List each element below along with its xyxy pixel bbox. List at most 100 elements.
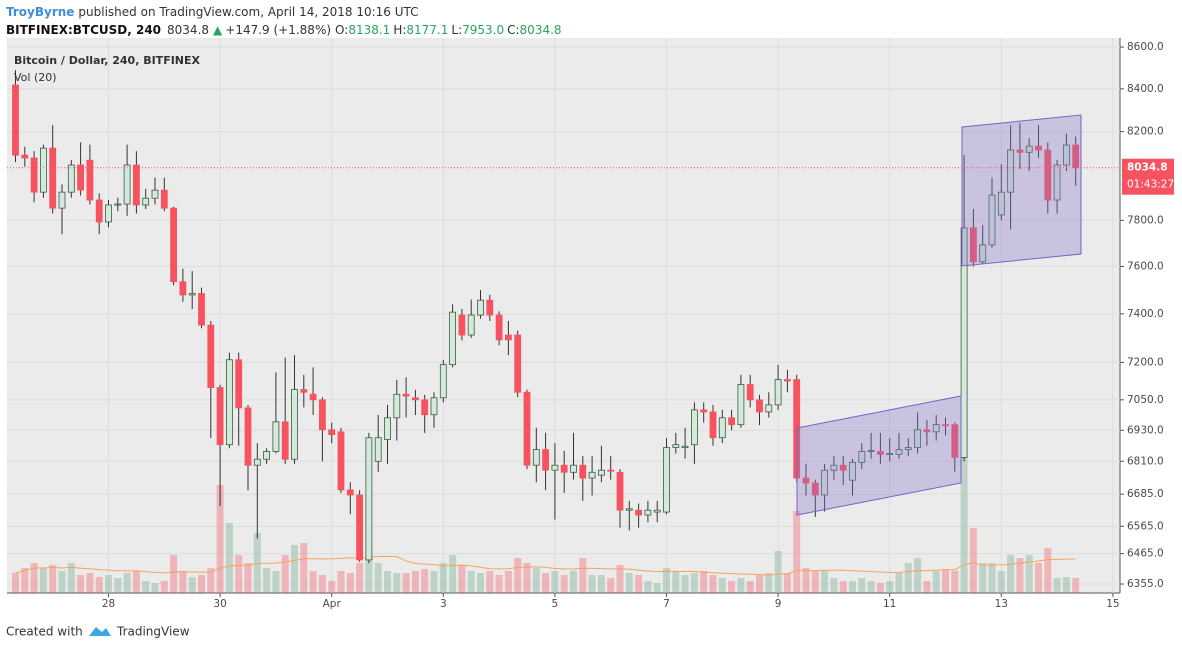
author[interactable]: TroyByrne xyxy=(6,5,74,19)
candle-body xyxy=(132,164,140,206)
volume-bar xyxy=(886,581,894,593)
candle-body xyxy=(160,189,168,209)
volume-bar xyxy=(625,573,633,593)
volume-bar xyxy=(942,569,949,593)
candle-body xyxy=(867,449,875,452)
candle-body xyxy=(672,444,680,448)
volume-bar xyxy=(1053,578,1061,593)
volume-bar xyxy=(672,571,680,593)
candle-body xyxy=(737,384,745,426)
y-tick-label: 8600.0 xyxy=(1127,41,1164,53)
candle-body xyxy=(625,508,633,511)
price-axis xyxy=(1120,38,1182,593)
volume-bar xyxy=(867,581,875,593)
volume-bar xyxy=(393,573,401,593)
candle-layer xyxy=(12,70,1080,564)
candle-body xyxy=(467,314,475,336)
volume-bar xyxy=(244,563,252,593)
candle-body xyxy=(774,379,782,406)
candle-body xyxy=(1007,149,1014,193)
volume-bar xyxy=(253,533,261,593)
candle-body xyxy=(839,464,847,471)
candle-body xyxy=(523,391,531,466)
y-tick-label: 7400.0 xyxy=(1127,308,1164,320)
candle-body xyxy=(337,431,345,491)
candle-body xyxy=(458,314,466,336)
channel-drawing[interactable] xyxy=(796,395,962,516)
volume-bar xyxy=(132,571,140,593)
volume-bar xyxy=(374,563,382,593)
candle-body xyxy=(300,389,308,393)
volume-bar xyxy=(1044,548,1052,593)
candle-body xyxy=(207,324,215,388)
candle-body xyxy=(756,399,763,413)
candle-body xyxy=(77,164,84,191)
volume-bar xyxy=(1062,577,1070,593)
volume-bar xyxy=(932,571,940,593)
volume-bar xyxy=(402,573,410,593)
volume-bar xyxy=(802,568,810,593)
volume-bar xyxy=(523,563,531,593)
o-label: O: xyxy=(335,23,348,37)
last: 8034.8 xyxy=(167,23,209,37)
symbol: BITFINEX:BTCUSD, 240 xyxy=(6,23,161,37)
volume-bar xyxy=(449,555,457,593)
volume-bar xyxy=(365,551,373,593)
y-tick-label: 7800.0 xyxy=(1127,214,1164,226)
candle-body xyxy=(1053,164,1061,201)
volume-bar xyxy=(356,563,364,593)
c-label: C: xyxy=(507,23,519,37)
volume-bar xyxy=(588,575,596,593)
candle-body xyxy=(1025,145,1033,153)
candle-body xyxy=(588,471,596,479)
volume-bar xyxy=(291,545,298,593)
volume-bar xyxy=(1025,555,1033,593)
candle-body xyxy=(960,227,968,458)
candle-body xyxy=(653,509,661,513)
candle-body xyxy=(142,197,150,206)
volume-bar xyxy=(198,575,205,593)
y-tick-label: 7050.0 xyxy=(1127,394,1164,406)
candle-body xyxy=(151,189,159,199)
candle-body xyxy=(235,359,243,409)
brand-logo[interactable] xyxy=(89,627,111,636)
volume-bar xyxy=(551,571,559,593)
volume-layer xyxy=(12,456,1080,593)
x-tick-label: 5 xyxy=(552,598,559,610)
candle-body xyxy=(263,451,271,460)
y-tick-label: 6685.0 xyxy=(1127,488,1164,500)
volume-bar xyxy=(49,565,57,593)
y-tick-label: 6465.0 xyxy=(1127,548,1164,560)
channel-drawing[interactable] xyxy=(961,114,1082,267)
volume-bar xyxy=(95,577,103,593)
volume-bar xyxy=(597,575,605,593)
candle-body xyxy=(598,469,605,476)
y-tick-label: 6810.0 xyxy=(1127,455,1164,467)
volume-bar xyxy=(207,568,215,593)
candle-body xyxy=(421,399,429,416)
volume-bar xyxy=(151,583,159,593)
volume-bar xyxy=(421,569,429,593)
candle-body xyxy=(830,464,838,471)
legend-title: Bitcoin / Dollar, 240, BITFINEX xyxy=(14,54,201,67)
volume-bar xyxy=(179,571,187,593)
candle-body xyxy=(942,424,949,427)
volume-bar xyxy=(504,571,512,593)
volume-bar xyxy=(895,573,903,593)
candle-body xyxy=(514,334,522,393)
volume-bar xyxy=(542,573,550,593)
candle-body xyxy=(105,204,112,223)
header-line: TroyByrne published on TradingView.com, A… xyxy=(6,5,419,19)
y-tick-label: 6565.0 xyxy=(1127,520,1164,532)
candle-body xyxy=(1044,149,1052,201)
candle-body xyxy=(728,417,735,426)
candle-body xyxy=(272,421,280,452)
candle-body xyxy=(579,464,587,479)
volume-bar xyxy=(616,565,624,593)
volume-bar xyxy=(318,575,326,593)
footer-brand[interactable]: TradingView xyxy=(116,625,190,639)
published: published on TradingView.com, April 14, … xyxy=(78,5,418,19)
volume-bar xyxy=(793,511,801,593)
candle-body xyxy=(970,227,977,263)
o-value: 8138.1 xyxy=(348,23,390,37)
